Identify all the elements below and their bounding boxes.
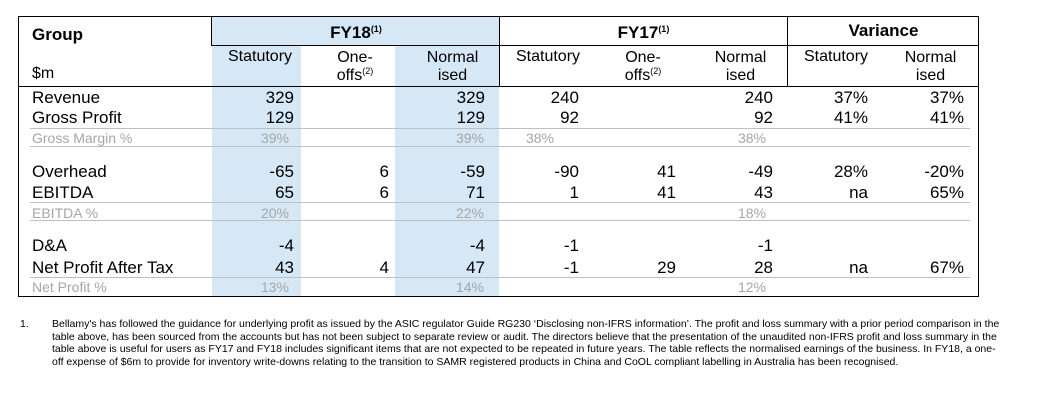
cell: 41 <box>657 162 676 181</box>
row-separator <box>30 202 970 203</box>
cell: -90 <box>554 162 579 181</box>
cell: 37% <box>929 88 964 107</box>
cell: 92 <box>560 108 579 127</box>
cell: 39% <box>455 130 485 146</box>
cell: 129 <box>265 108 294 127</box>
cell: 37% <box>833 88 868 107</box>
row-label-gross-profit: Gross Profit <box>32 108 122 127</box>
fy17-statutory-header: Statutory <box>515 48 581 65</box>
fy17-oneoffs-header: One-offs(2) <box>624 49 662 84</box>
cell: 14% <box>455 279 485 295</box>
profit-loss-table <box>18 16 979 297</box>
cell: 41% <box>929 108 964 127</box>
footnote-marker: 1. <box>20 318 29 330</box>
fy18-header-shade <box>301 17 395 45</box>
cell: 65% <box>929 183 964 202</box>
cell: -1 <box>563 236 579 255</box>
cell: 71 <box>466 183 485 202</box>
group-label: Group <box>32 25 83 44</box>
row-label-ebitda: EBITDA <box>32 183 94 202</box>
row-separator <box>30 220 970 221</box>
row-label-da: D&A <box>32 236 67 255</box>
fy18-normalised-header: Normal ised <box>426 49 479 84</box>
cell: 29 <box>657 258 676 277</box>
cell: 329 <box>456 88 485 107</box>
variance-header: Variance <box>848 21 919 40</box>
row-label-npat: Net Profit After Tax <box>32 258 174 277</box>
divider-fy18-left <box>211 16 212 46</box>
cell: na <box>849 183 868 202</box>
cell: 6 <box>379 183 389 202</box>
cell: 38% <box>737 130 767 146</box>
fy17-normalised-header: Normal ised <box>714 49 767 84</box>
row-label-ebitda-pct: EBITDA % <box>32 205 99 221</box>
fy17-header: FY17(1) <box>617 23 670 42</box>
cell: 18% <box>737 205 767 221</box>
cell: 240 <box>744 88 773 107</box>
header-underline <box>211 45 979 46</box>
row-label-net-profit-pct: Net Profit % <box>32 279 107 295</box>
cell: 41 <box>657 183 676 202</box>
cell: 4 <box>379 258 389 277</box>
row-separator <box>30 128 970 129</box>
cell: 65 <box>275 183 294 202</box>
cell: 92 <box>754 108 773 127</box>
cell: 129 <box>456 108 485 127</box>
cell: -4 <box>469 236 485 255</box>
variance-normalised-header: Normal ised <box>904 49 957 84</box>
cell: 22% <box>455 205 485 221</box>
row-label-revenue: Revenue <box>32 88 101 107</box>
cell: 43 <box>275 258 294 277</box>
row-label-overhead: Overhead <box>32 162 107 181</box>
cell: 1 <box>569 183 579 202</box>
unit-label: $m <box>32 65 55 82</box>
cell: 240 <box>550 88 579 107</box>
cell: 43 <box>754 183 773 202</box>
cell: 28 <box>754 258 773 277</box>
cell: 39% <box>260 130 290 146</box>
row-label-gross-margin: Gross Margin % <box>32 130 133 146</box>
fy18-statutory-header: Statutory <box>227 48 293 65</box>
divider-fy18-right <box>499 16 500 87</box>
cell: -1 <box>563 258 579 277</box>
header-bottom-rule <box>18 86 979 87</box>
cell: 13% <box>260 279 290 295</box>
cell: -1 <box>757 236 773 255</box>
divider-fy17-right <box>787 16 788 87</box>
fy18-statutory-column-shade <box>212 17 301 296</box>
cell: 67% <box>929 258 964 277</box>
cell: -65 <box>269 162 294 181</box>
cell: 28% <box>833 162 868 181</box>
row-separator <box>30 277 970 278</box>
fy18-header: FY18(1) <box>330 23 382 42</box>
cell: 41% <box>833 108 868 127</box>
cell: -59 <box>460 162 485 181</box>
cell: -4 <box>278 236 294 255</box>
cell: 47 <box>466 258 485 277</box>
footnote-text: Bellamy's has followed the guidance for … <box>52 318 1000 368</box>
cell: 20% <box>260 205 290 221</box>
fy18-normalised-column-shade <box>395 17 499 296</box>
row-separator <box>30 146 970 147</box>
cell: -49 <box>748 162 773 181</box>
fy18-oneoffs-header: One-offs(2) <box>336 49 374 84</box>
cell: 329 <box>265 88 294 107</box>
variance-statutory-header: Statutory <box>803 48 869 65</box>
cell: 12% <box>737 279 767 295</box>
cell: na <box>849 258 868 277</box>
cell: 38% <box>525 130 555 146</box>
cell: -20% <box>924 162 964 181</box>
cell: 6 <box>379 162 389 181</box>
